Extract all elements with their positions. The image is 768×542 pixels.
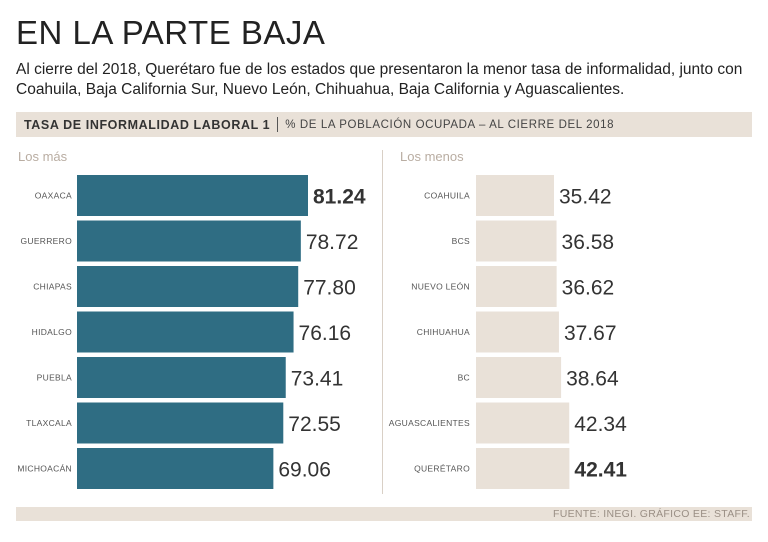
panel-label-left: Los más	[18, 149, 68, 164]
bar-1-2	[476, 266, 557, 307]
source-footer: FUENTE: INEGI. GRÁFICO EE: STAFF.	[553, 508, 750, 520]
value-label-0-2: 77.80	[303, 277, 356, 300]
chart-header-band: TASA DE INFORMALIDAD LABORAL 1 % DE LA P…	[16, 112, 752, 137]
bar-0-1	[77, 220, 301, 262]
bar-0-5	[77, 402, 284, 444]
category-label-0-3: HIDALGO	[32, 327, 72, 337]
value-label-0-4: 73.41	[291, 368, 344, 391]
category-label-0-4: PUEBLA	[37, 373, 72, 383]
value-label-0-0: 81.24	[313, 186, 366, 209]
value-label-0-6: 69.06	[278, 459, 331, 482]
value-label-1-4: 38.64	[566, 368, 619, 391]
panel-divider	[382, 150, 383, 494]
bar-0-4	[77, 357, 286, 398]
category-label-0-6: MICHOACÁN	[17, 464, 72, 474]
category-label-1-4: BC	[458, 373, 470, 383]
value-label-0-3: 76.16	[299, 322, 352, 345]
value-label-1-0: 35.42	[559, 186, 612, 209]
value-label-1-3: 37.67	[564, 322, 617, 345]
header-title: TASA DE INFORMALIDAD LABORAL 1	[24, 117, 271, 132]
bar-1-5	[476, 402, 570, 444]
bar-0-0	[77, 175, 308, 216]
bar-1-6	[476, 448, 570, 489]
value-label-0-1: 78.72	[306, 231, 359, 254]
header-subtitle: % DE LA POBLACIÓN OCUPADA – AL CIERRE DE…	[285, 118, 615, 131]
value-label-0-5: 72.55	[288, 413, 341, 436]
category-label-1-0: COAHUILA	[424, 191, 470, 201]
category-label-1-5: AGUASCALIENTES	[389, 418, 470, 428]
category-label-1-2: NUEVO LEÓN	[411, 282, 470, 292]
bar-0-6	[77, 448, 274, 489]
category-label-1-1: BCS	[452, 236, 470, 246]
category-label-0-2: CHIAPAS	[33, 282, 72, 292]
chart-title: EN LA PARTE BAJA	[16, 14, 326, 51]
bar-1-0	[476, 175, 554, 216]
header-separator	[277, 117, 279, 132]
category-label-1-3: CHIHUAHUA	[417, 327, 470, 337]
value-label-1-1: 36.58	[562, 231, 615, 254]
value-label-1-5: 42.34	[574, 413, 627, 436]
bar-1-3	[476, 311, 559, 353]
category-label-0-0: OAXACA	[35, 191, 72, 201]
category-label-0-5: TLAXCALA	[26, 418, 72, 428]
bar-0-2	[77, 266, 299, 307]
bar-1-1	[476, 220, 557, 262]
chart-subtitle: Al cierre del 2018, Querétaro fue de los…	[16, 61, 743, 98]
panel-label-right: Los menos	[400, 149, 464, 164]
footer-band	[16, 507, 752, 521]
value-label-1-2: 36.62	[562, 277, 615, 300]
bar-1-4	[476, 357, 562, 398]
bar-0-3	[77, 311, 294, 353]
value-label-1-6: 42.41	[574, 459, 627, 482]
category-label-1-6: QUERÉTARO	[414, 464, 470, 474]
category-label-0-1: GUERRERO	[20, 236, 72, 246]
